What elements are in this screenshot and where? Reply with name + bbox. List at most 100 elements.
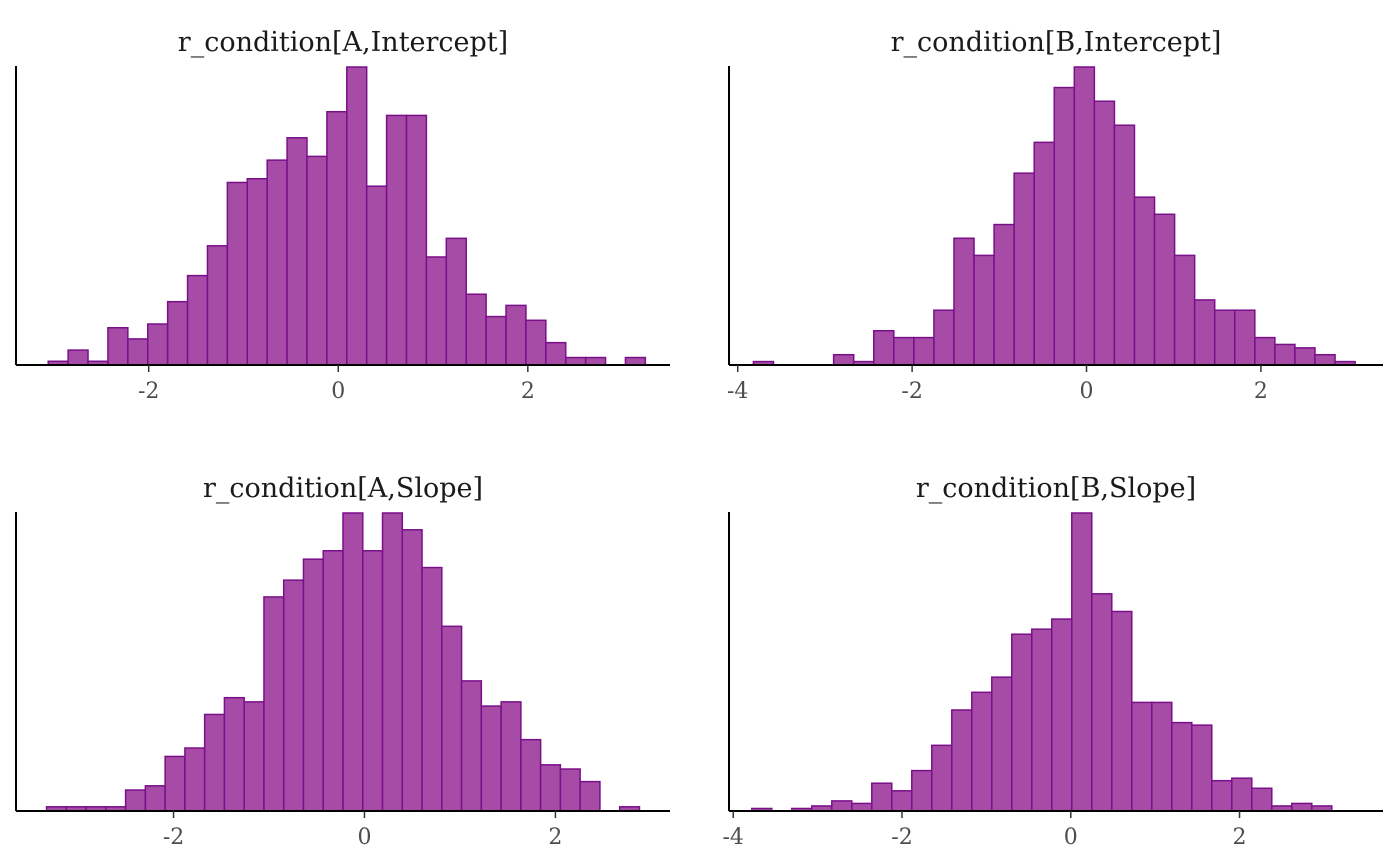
histogram-bar [1113, 124, 1136, 366]
histogram-bar [460, 680, 483, 812]
histogram-bar [1091, 593, 1113, 812]
histogram-bar [1093, 100, 1116, 366]
panel-a-slope: r_condition[A,Slope] -2 0 2 [15, 473, 670, 850]
x-tick-label: 2 [521, 379, 535, 404]
histogram-bar [223, 696, 245, 812]
panel-title: r_condition[A,Slope] [203, 473, 483, 504]
histogram-bar [1191, 724, 1213, 812]
histogram-bar [266, 159, 288, 366]
histogram-bar [346, 66, 368, 366]
histogram-bar [322, 550, 344, 812]
histogram-bar [500, 701, 522, 812]
x-tick-label: -4 [723, 825, 744, 850]
histogram-bar [933, 309, 955, 366]
histogram-bar [365, 185, 388, 366]
histogram-bar [147, 323, 169, 366]
histogram-bar [144, 785, 166, 812]
histogram-bar [385, 114, 408, 366]
histogram-bar [539, 764, 562, 812]
histogram-bar [971, 691, 993, 812]
histogram-bar [263, 596, 285, 812]
histogram-bar [282, 579, 305, 812]
x-tick-label: 0 [1064, 825, 1078, 850]
histogram-bar [1251, 787, 1273, 812]
histogram-bar [1211, 779, 1233, 812]
histogram-bar [243, 701, 265, 812]
histogram-bar [381, 512, 404, 812]
histogram-bar [520, 738, 542, 812]
histogram-bar [891, 790, 913, 812]
histogram-bar [1033, 141, 1056, 366]
histogram-bar [1171, 721, 1193, 812]
histogram-bar [226, 181, 249, 366]
histogram-bar [1314, 353, 1336, 366]
panel-title: r_condition[B,Intercept] [891, 27, 1222, 58]
histogram-bar [107, 327, 129, 366]
histogram-bar [421, 566, 443, 812]
histogram-bar [326, 110, 348, 366]
histogram-bar [405, 114, 428, 366]
histogram-bar [184, 747, 206, 812]
histogram-bar [485, 315, 507, 366]
histogram-bar [1294, 347, 1316, 366]
histogram-bar [1011, 633, 1033, 812]
histogram-bar [1213, 309, 1236, 366]
histogram-bar [203, 713, 226, 812]
histogram-bar [306, 155, 328, 366]
histogram-bar [831, 800, 853, 812]
histogram-bar [342, 512, 364, 812]
histogram-bar [1254, 336, 1276, 366]
histogram-bar [911, 769, 933, 812]
histogram-bar [1234, 309, 1256, 366]
panel-title: r_condition[A,Intercept] [178, 27, 508, 58]
histogram-bar [445, 237, 467, 366]
histogram-bar [67, 349, 89, 366]
histogram-bar [1173, 254, 1196, 366]
histogram-bar [1013, 172, 1035, 366]
histogram-bar [465, 293, 487, 366]
histogram-bar [1051, 618, 1073, 812]
x-tick-label: 0 [357, 825, 371, 850]
histogram-bar [302, 558, 324, 812]
histogram-bar [951, 709, 973, 812]
histogram-bar [973, 254, 995, 366]
histogram-bar [480, 705, 502, 812]
histogram-bar [931, 744, 953, 812]
histogram-bar [1193, 299, 1216, 366]
histogram-bar [851, 802, 873, 812]
histogram-bar [441, 625, 463, 812]
histogram-bar [505, 304, 527, 366]
panel-b-intercept: r_condition[B,Intercept] -4 -2 0 2 [727, 27, 1383, 404]
histogram-bar [1133, 196, 1156, 366]
histogram-bar [832, 353, 855, 366]
x-tick-label: 2 [548, 825, 562, 850]
histogram-bar [1131, 701, 1153, 812]
x-tick-label: 2 [1233, 825, 1247, 850]
x-tick-label: -2 [163, 825, 184, 850]
panel-title: r_condition[B,Slope] [916, 473, 1196, 504]
histogram-bar [953, 237, 975, 366]
histogram-bar [1291, 802, 1313, 812]
histogram-bar [206, 245, 229, 366]
histogram-bar [186, 274, 209, 366]
histogram-bar [624, 356, 647, 366]
x-tick-label: -4 [727, 379, 748, 404]
histogram-bar [873, 330, 895, 366]
panel-a-intercept: r_condition[A,Intercept] -2 0 2 [15, 27, 670, 404]
histogram-bar [991, 676, 1013, 812]
histogram-bar [913, 336, 935, 366]
x-tick-label: 0 [1080, 379, 1094, 404]
x-tick-label: 0 [331, 379, 345, 404]
histogram-bar [127, 338, 149, 366]
histogram-bar [1111, 610, 1133, 812]
histogram-bar [559, 768, 581, 812]
histogram-bar [1231, 777, 1253, 812]
histogram-bar [362, 550, 384, 812]
histogram-bar [564, 356, 587, 366]
histogram-bar [246, 178, 268, 366]
x-tick-label: -2 [901, 379, 922, 404]
histogram-bar [1031, 628, 1053, 812]
histogram-bar [1073, 66, 1096, 366]
